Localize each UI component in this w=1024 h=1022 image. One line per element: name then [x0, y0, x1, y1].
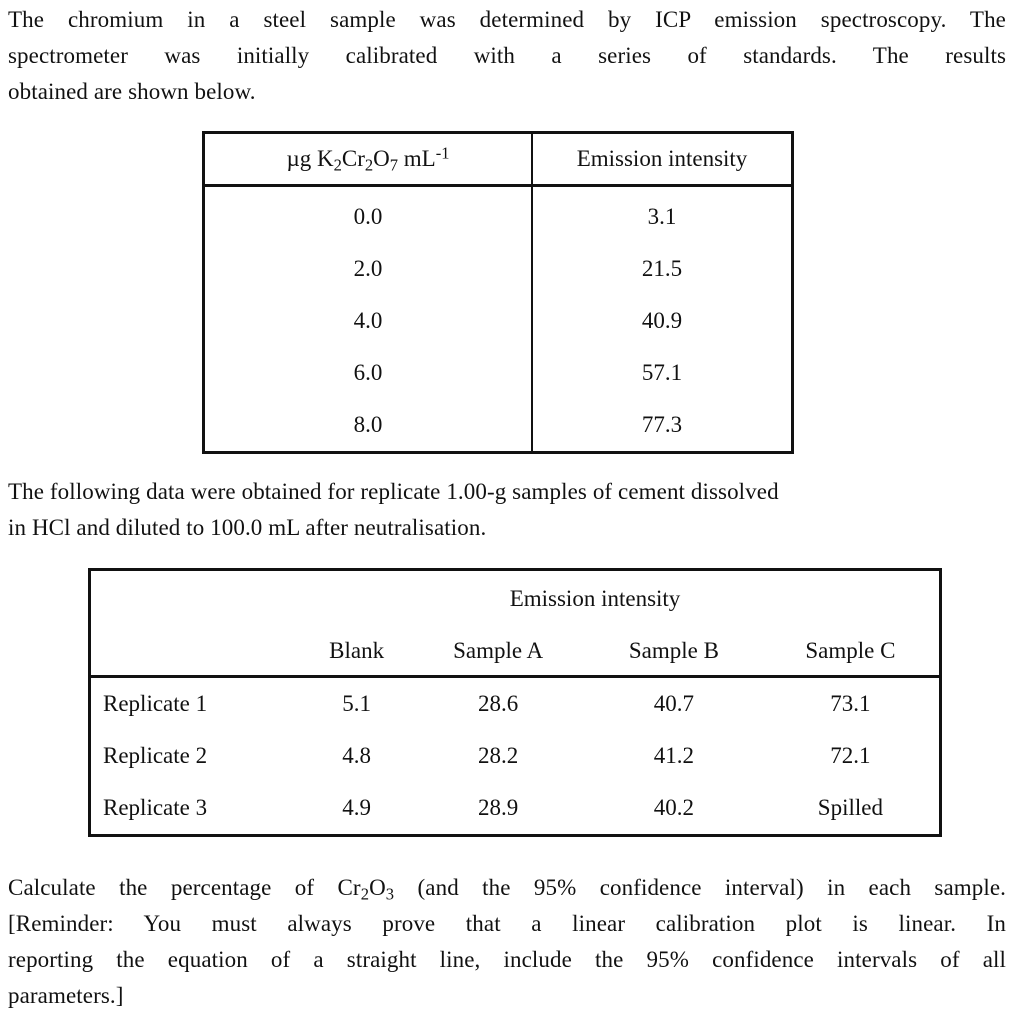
value-cell: 28.6: [477, 691, 519, 716]
value-cell: 28.9: [477, 795, 519, 820]
row-label: Replicate 2: [103, 743, 208, 768]
table-row: 8.0 77.3: [203, 399, 793, 453]
concentration-header: µg K2Cr2O7 mL-1: [203, 132, 533, 187]
question-line-1: Calculate the percentage of Cr2O3 (and t…: [8, 875, 1006, 904]
group-header-row: Emission intensity: [90, 570, 941, 628]
middle-line-1: The following data were obtained for rep…: [8, 479, 779, 504]
value-cell: 4.9: [342, 795, 371, 820]
intensity-cell: 40.9: [641, 308, 683, 333]
question-line-3: reporting the equation of a straight lin…: [8, 947, 1006, 972]
question-line-2: [Reminder: You must always prove that a …: [8, 911, 1006, 936]
column-header-sample-c: Sample C: [761, 627, 941, 678]
value-cell: 40.2: [653, 795, 695, 820]
value-cell: 4.8: [342, 743, 371, 768]
value-cell: 5.1: [342, 691, 371, 716]
intensity-cell: 77.3: [641, 412, 683, 437]
intro-line-3: obtained are shown below.: [8, 79, 256, 104]
middle-line-2: in HCl and diluted to 100.0 mL after neu…: [8, 515, 487, 540]
table-row: Replicate 1 5.1 28.6 40.7 73.1: [90, 677, 941, 731]
intensity-cell: 3.1: [647, 204, 677, 229]
row-label: Replicate 1: [103, 691, 208, 716]
value-cell: 40.7: [653, 691, 695, 716]
value-cell: 72.1: [830, 743, 871, 768]
question-paragraph: Calculate the percentage of Cr2O3 (and t…: [8, 870, 1006, 1014]
concentration-cell: 8.0: [203, 399, 533, 453]
intensity-cell: 57.1: [641, 360, 683, 385]
value-cell: Spilled: [817, 795, 883, 820]
calibration-header-row: µg K2Cr2O7 mL-1 Emission intensity: [203, 132, 793, 187]
column-header-row: Blank Sample A Sample B Sample C: [89, 627, 941, 678]
column-header-sample-a: Sample A: [410, 627, 586, 678]
value-cell: 73.1: [830, 691, 871, 716]
middle-paragraph: The following data were obtained for rep…: [8, 474, 1006, 546]
concentration-cell: 0.0: [203, 185, 533, 243]
row-label: Replicate 3: [103, 795, 208, 820]
value-cell: 28.2: [477, 743, 519, 768]
intensity-header: Emission intensity: [532, 132, 793, 187]
sample-table: Emission intensity Blank Sample A Sample…: [88, 568, 942, 837]
table-row: 0.0 3.1: [203, 185, 793, 243]
concentration-cell: 4.0: [203, 295, 533, 347]
concentration-cell: 6.0: [203, 347, 533, 399]
question-line-4: parameters.]: [8, 983, 124, 1008]
intro-line-2: spectrometer was initially calibrated wi…: [8, 43, 1006, 68]
concentration-cell: 2.0: [203, 243, 533, 295]
table-row: Replicate 3 4.9 28.9 40.2 Spilled: [90, 782, 941, 836]
column-header-sample-b: Sample B: [586, 627, 762, 678]
table-row: Replicate 2 4.8 28.2 41.2 72.1: [90, 730, 941, 782]
emission-intensity-header: Emission intensity: [509, 586, 681, 611]
column-header-blank: Blank: [303, 627, 411, 678]
value-cell: 41.2: [653, 743, 695, 768]
table-row: 2.0 21.5: [203, 243, 793, 295]
intro-paragraph: The chromium in a steel sample was deter…: [8, 2, 1006, 110]
intensity-cell: 21.5: [641, 256, 683, 281]
table-row: 4.0 40.9: [203, 295, 793, 347]
intro-line-1: The chromium in a steel sample was deter…: [8, 7, 1006, 32]
calibration-table: µg K2Cr2O7 mL-1 Emission intensity 0.0 3…: [202, 131, 794, 454]
table-row: 6.0 57.1: [203, 347, 793, 399]
empty-header-cell: [89, 627, 303, 678]
